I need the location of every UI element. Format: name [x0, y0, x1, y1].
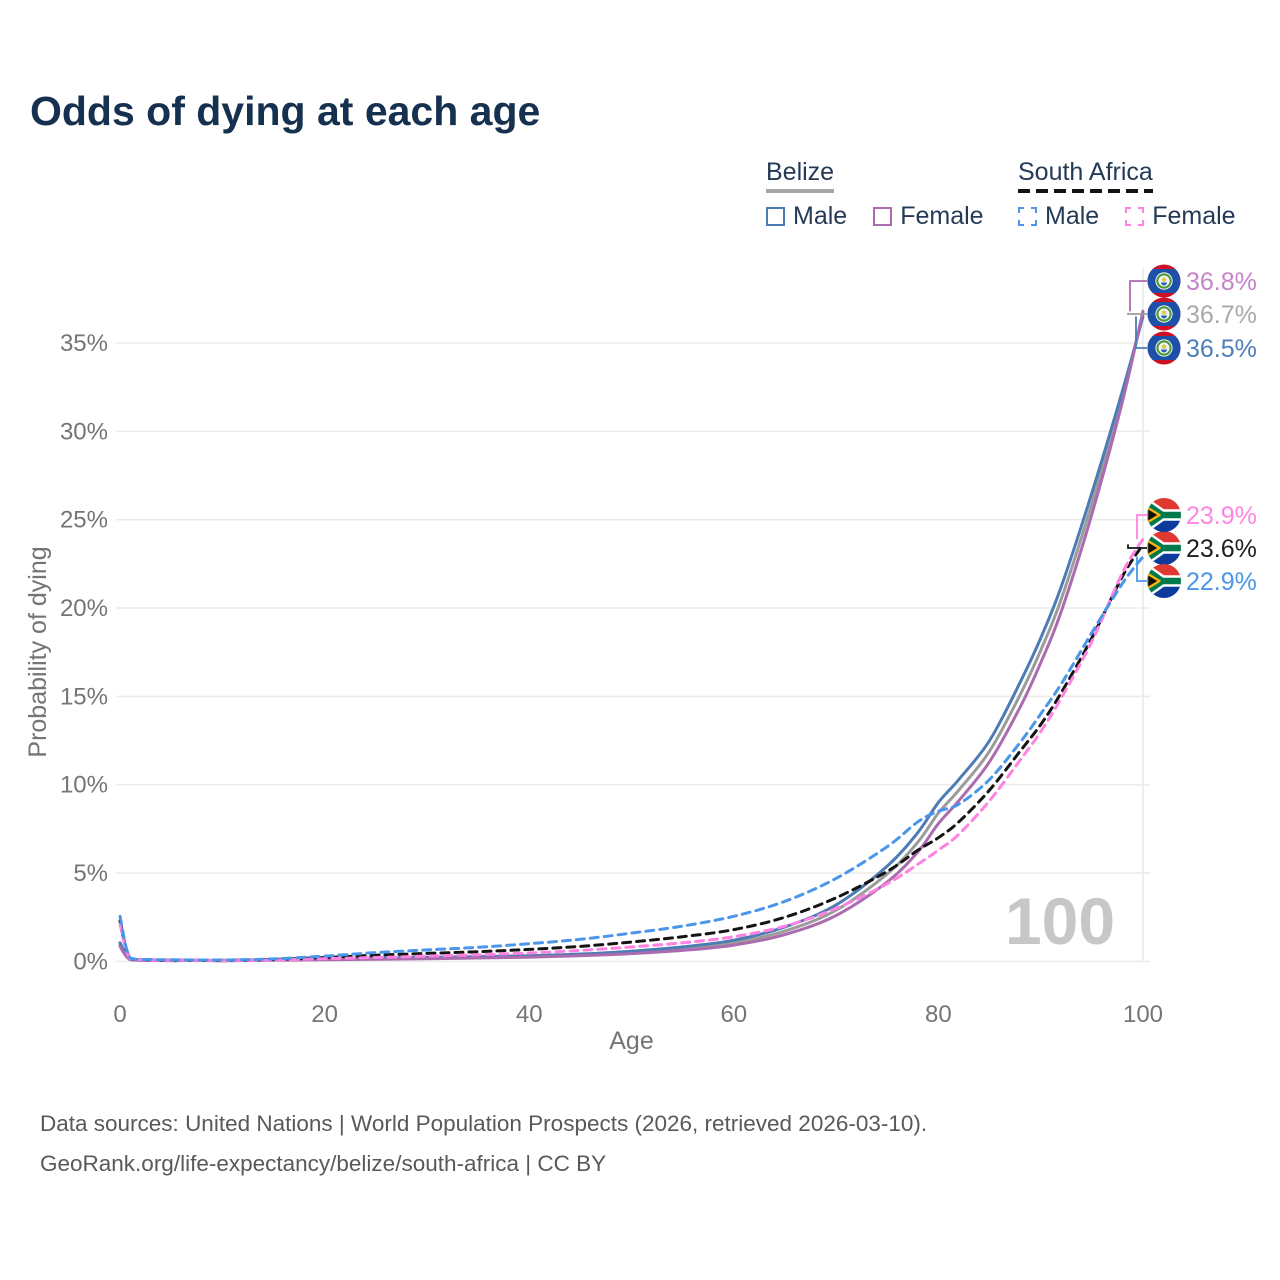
x-tick-label: 40 — [516, 1001, 543, 1028]
x-tick-label: 80 — [925, 1001, 952, 1028]
legend-country-belize[interactable]: Belize — [766, 158, 835, 193]
south-africa-flag-icon — [1147, 531, 1181, 565]
legend-item-belize-female[interactable]: Female — [873, 202, 984, 231]
series-line-belize-total — [118, 311, 1145, 963]
end-label-connector-belize-female — [1129, 280, 1147, 312]
y-tick-label: 10% — [60, 772, 108, 799]
end-label-connector-sa-female — [1136, 514, 1147, 540]
legend-item-label: Female — [900, 202, 984, 230]
hover-age-readout: 100 — [1005, 884, 1115, 958]
series-line-belize-female — [118, 309, 1145, 963]
y-tick-label: 15% — [60, 683, 108, 710]
x-axis-title: Age — [609, 1027, 653, 1055]
end-value-label-sa-male: 22.9% — [1186, 568, 1257, 596]
legend-item-label: Female — [1152, 202, 1236, 230]
legend-item-belize-male[interactable]: Male — [766, 202, 847, 231]
data-sources-footer: Data sources: United Nations | World Pop… — [40, 1104, 927, 1184]
legend-item-south-africa-male[interactable]: Male — [1018, 202, 1099, 231]
end-value-label-belize-total: 36.7% — [1186, 301, 1257, 329]
end-value-label-belize-male: 36.5% — [1186, 335, 1257, 363]
south-africa-flag-icon — [1147, 498, 1181, 532]
x-tick-label: 100 — [1123, 1001, 1163, 1028]
south-africa-male-swatch-icon — [1018, 207, 1037, 226]
belize-male-swatch-icon — [766, 207, 785, 226]
footer-line-2: GeoRank.org/life-expectancy/belize/south… — [40, 1151, 607, 1176]
page-title: Odds of dying at each age — [30, 88, 541, 134]
end-value-label-sa-female: 23.9% — [1186, 502, 1257, 530]
belize-flag-icon — [1147, 297, 1181, 331]
belize-flag-icon — [1147, 264, 1181, 298]
end-value-label-belize-female: 36.8% — [1186, 268, 1257, 296]
y-tick-label: 35% — [60, 330, 108, 357]
legend-group-south-africa: South Africa Male Female — [1018, 158, 1236, 231]
belize-line-style-swatch — [766, 189, 835, 193]
x-tick-label: 0 — [113, 1001, 126, 1028]
series-line-sa-male — [118, 555, 1145, 962]
legend-country-belize-label: Belize — [766, 158, 835, 186]
end-value-label-sa-total: 23.6% — [1186, 535, 1257, 563]
y-tick-label: 25% — [60, 507, 108, 534]
y-axis-title: Probability of dying — [24, 546, 52, 757]
y-tick-label: 0% — [73, 948, 108, 975]
series-line-belize-male — [118, 315, 1145, 962]
legend-group-belize: Belize Male Female — [766, 158, 984, 231]
end-label-connector-belize-male — [1135, 316, 1147, 349]
end-label-connector-belize-total — [1127, 312, 1147, 315]
legend: Belize Male Female South Africa — [0, 158, 1280, 248]
x-tick-label: 20 — [311, 1001, 338, 1028]
belize-female-swatch-icon — [873, 207, 893, 226]
belize-flag-icon — [1147, 331, 1181, 365]
legend-country-south-africa-label: South Africa — [1018, 158, 1153, 186]
south-africa-line-style-swatch — [1018, 189, 1153, 193]
south-africa-flag-icon — [1147, 564, 1181, 598]
end-label-connector-sa-total — [1127, 544, 1147, 549]
end-label-connector-sa-male — [1136, 556, 1147, 582]
legend-country-south-africa[interactable]: South Africa — [1018, 158, 1153, 193]
south-africa-female-swatch-icon — [1125, 207, 1145, 226]
footer-line-1: Data sources: United Nations | World Pop… — [40, 1111, 928, 1136]
x-tick-label: 60 — [720, 1001, 747, 1028]
legend-item-label: Male — [1045, 202, 1100, 230]
legend-item-label: Male — [793, 202, 848, 230]
y-tick-label: 5% — [73, 860, 108, 887]
legend-item-south-africa-female[interactable]: Female — [1125, 202, 1236, 231]
y-tick-label: 20% — [60, 595, 108, 622]
y-tick-label: 30% — [60, 418, 108, 445]
